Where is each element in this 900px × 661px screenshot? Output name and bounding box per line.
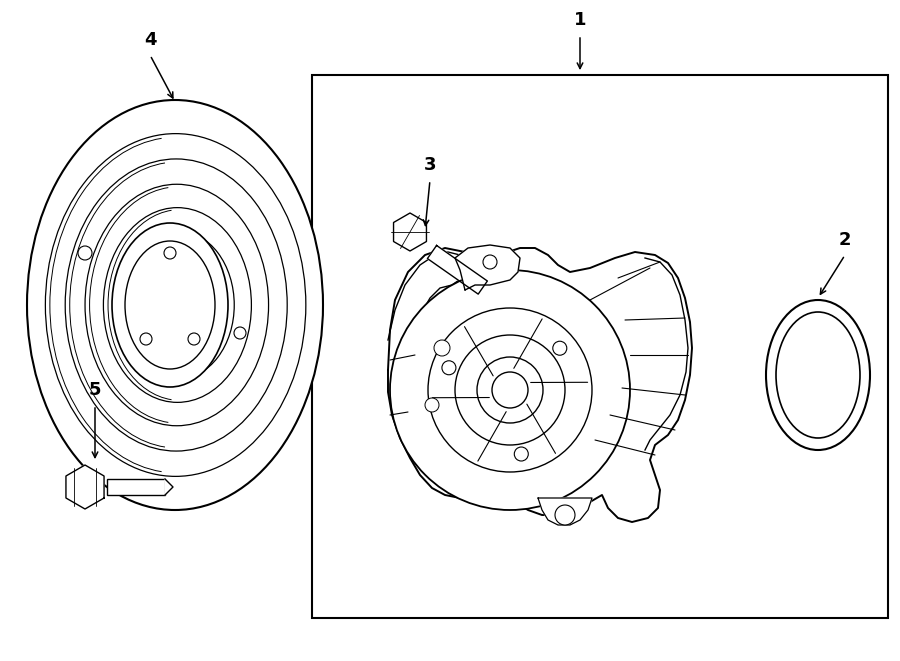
Ellipse shape <box>122 231 234 379</box>
Ellipse shape <box>112 223 228 387</box>
Circle shape <box>434 340 450 356</box>
Bar <box>312 75 888 618</box>
Circle shape <box>140 333 152 345</box>
Text: 2: 2 <box>839 231 851 249</box>
Polygon shape <box>455 245 520 290</box>
Circle shape <box>514 447 528 461</box>
Circle shape <box>425 398 439 412</box>
Circle shape <box>442 361 456 375</box>
Circle shape <box>483 255 497 269</box>
Ellipse shape <box>65 159 287 451</box>
Polygon shape <box>538 498 592 525</box>
Text: 4: 4 <box>144 31 157 49</box>
Bar <box>107 479 165 495</box>
Ellipse shape <box>104 208 251 403</box>
Polygon shape <box>388 248 692 522</box>
Polygon shape <box>393 213 427 251</box>
Circle shape <box>555 505 575 525</box>
Ellipse shape <box>27 100 323 510</box>
Text: 3: 3 <box>424 156 436 174</box>
Circle shape <box>234 327 246 339</box>
Ellipse shape <box>766 300 870 450</box>
Ellipse shape <box>85 184 268 426</box>
Polygon shape <box>165 479 173 495</box>
Polygon shape <box>428 245 488 294</box>
Text: 1: 1 <box>574 11 586 29</box>
Ellipse shape <box>45 134 306 477</box>
Circle shape <box>390 270 630 510</box>
Text: 5: 5 <box>89 381 101 399</box>
Circle shape <box>188 333 200 345</box>
Circle shape <box>164 247 176 259</box>
Circle shape <box>553 341 567 355</box>
Polygon shape <box>66 465 104 509</box>
Circle shape <box>78 246 92 260</box>
